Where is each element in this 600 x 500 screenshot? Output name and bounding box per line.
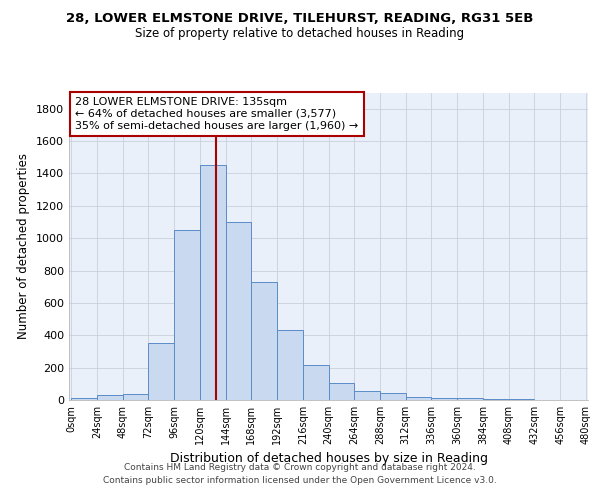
Text: Size of property relative to detached houses in Reading: Size of property relative to detached ho…: [136, 28, 464, 40]
Bar: [406, 397, 431, 400]
X-axis label: Distribution of detached houses by size in Reading: Distribution of detached houses by size …: [170, 452, 487, 466]
Bar: [431, 398, 457, 400]
Bar: [122, 394, 148, 400]
Bar: [97, 395, 122, 400]
Text: 28 LOWER ELMSTONE DRIVE: 135sqm
← 64% of detached houses are smaller (3,577)
35%: 28 LOWER ELMSTONE DRIVE: 135sqm ← 64% of…: [76, 98, 359, 130]
Bar: [148, 344, 174, 400]
Bar: [509, 399, 535, 400]
Bar: [380, 392, 406, 400]
Bar: [329, 383, 354, 400]
Bar: [226, 222, 251, 400]
Bar: [71, 398, 97, 400]
Bar: [251, 282, 277, 400]
Text: Contains HM Land Registry data © Crown copyright and database right 2024.: Contains HM Land Registry data © Crown c…: [124, 462, 476, 471]
Text: 28, LOWER ELMSTONE DRIVE, TILEHURST, READING, RG31 5EB: 28, LOWER ELMSTONE DRIVE, TILEHURST, REA…: [67, 12, 533, 26]
Bar: [354, 391, 380, 400]
Bar: [174, 230, 200, 400]
Bar: [457, 398, 483, 400]
Bar: [200, 166, 226, 400]
Text: Contains public sector information licensed under the Open Government Licence v3: Contains public sector information licen…: [103, 476, 497, 485]
Y-axis label: Number of detached properties: Number of detached properties: [17, 153, 31, 339]
Bar: [483, 398, 509, 400]
Bar: [303, 365, 329, 400]
Bar: [277, 330, 303, 400]
